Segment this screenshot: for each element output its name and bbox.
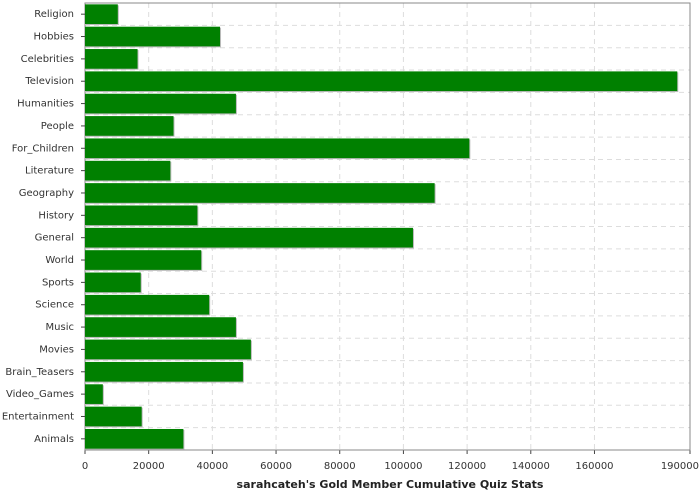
bar: [85, 406, 142, 427]
y-tick-label: World: [45, 255, 74, 266]
x-tick-label: 60000: [260, 461, 292, 472]
y-tick-label: Sports: [42, 277, 74, 288]
bar: [85, 116, 174, 136]
bar: [85, 93, 236, 114]
y-tick-label: Television: [24, 76, 74, 87]
y-tick-label: History: [38, 210, 74, 221]
bar: [85, 272, 141, 293]
x-axis-label: sarahcateh's Gold Member Cumulative Quiz…: [237, 478, 544, 491]
bar: [85, 250, 202, 270]
y-tick-label: Humanities: [17, 99, 74, 110]
bar: [85, 428, 184, 449]
y-tick-label: General: [35, 233, 74, 244]
bar: [85, 160, 171, 181]
x-tick-label: 0: [82, 461, 88, 472]
y-tick-label: Literature: [25, 166, 74, 177]
bar: [85, 4, 118, 25]
bar: [85, 339, 251, 360]
x-tick-label: 20000: [133, 461, 165, 472]
y-tick-label: Science: [35, 300, 74, 311]
x-tick-label: 190000: [661, 461, 699, 472]
x-tick-label: 160000: [575, 461, 613, 472]
bar: [85, 384, 103, 404]
bar: [85, 317, 236, 337]
x-tick-label: 120000: [448, 461, 486, 472]
bar: [85, 294, 210, 315]
y-tick-label: Music: [46, 322, 74, 333]
x-tick-label: 100000: [384, 461, 422, 472]
y-tick-label: Movies: [39, 344, 74, 355]
x-tick-label: 140000: [512, 461, 550, 472]
bar: [85, 205, 198, 226]
y-tick-label: Religion: [34, 9, 74, 20]
bar: [85, 49, 138, 69]
y-tick-label: Animals: [34, 434, 74, 445]
bar: [85, 26, 221, 47]
bar: [85, 71, 678, 92]
y-tick-label: Brain_Teasers: [5, 367, 74, 378]
plot-frame: [84, 2, 691, 451]
bar: [85, 361, 243, 382]
y-tick-label: Celebrities: [21, 54, 74, 65]
y-tick-label: Geography: [19, 188, 74, 199]
bar: [85, 183, 435, 203]
bar: [85, 138, 470, 159]
x-tick-label: 40000: [196, 461, 228, 472]
y-tick-label: Hobbies: [34, 32, 74, 43]
y-tick-label: Entertainment: [2, 411, 74, 422]
y-tick-label: For_Children: [12, 143, 74, 154]
bar: [85, 227, 413, 248]
y-tick-label: Video_Games: [6, 389, 74, 400]
y-tick-label: People: [41, 121, 74, 132]
x-tick-label: 80000: [324, 461, 356, 472]
